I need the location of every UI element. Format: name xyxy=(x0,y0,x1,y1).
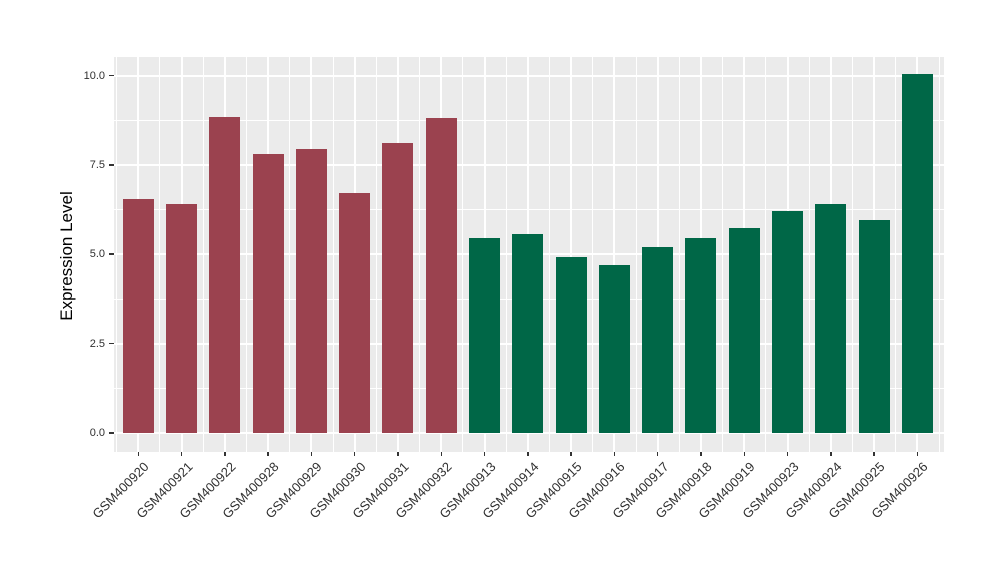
bar-GSM400925 xyxy=(858,220,890,433)
x-tick-mark xyxy=(527,452,529,456)
x-tick-mark xyxy=(397,452,399,456)
bar-GSM400929 xyxy=(295,148,327,433)
x-tick-mark xyxy=(873,452,875,456)
x-tick-mark xyxy=(656,452,659,456)
x-tick-label: GSM400926 xyxy=(868,459,931,522)
y-tick-label: 2.5 xyxy=(89,337,105,350)
major-gridline-v xyxy=(570,57,573,452)
bar-GSM400932 xyxy=(425,117,457,433)
x-tick-mark xyxy=(224,452,226,456)
x-tick-mark xyxy=(700,452,702,456)
x-tick-mark xyxy=(440,452,443,456)
major-gridline-h xyxy=(114,74,944,77)
x-tick-mark xyxy=(916,452,919,456)
bar-GSM400919 xyxy=(728,227,760,433)
y-tick-label: 0.0 xyxy=(89,427,105,439)
bar-GSM400926 xyxy=(901,74,933,433)
major-gridline-v xyxy=(613,57,616,452)
bar-GSM400918 xyxy=(685,237,717,433)
x-tick-mark xyxy=(353,452,356,456)
bar-GSM400923 xyxy=(772,210,804,433)
bar-GSM400915 xyxy=(555,256,587,433)
x-tick-mark xyxy=(570,452,572,456)
x-tick-mark xyxy=(786,452,789,456)
y-tick-mark xyxy=(109,253,114,255)
bar-GSM400916 xyxy=(598,265,630,433)
y-tick-mark xyxy=(109,74,114,77)
y-tick-mark xyxy=(109,342,114,345)
bar-GSM400920 xyxy=(122,199,154,433)
y-tick-mark xyxy=(109,164,114,166)
plot-panel xyxy=(114,57,944,452)
x-tick-label: GSM400929 xyxy=(262,459,326,522)
major-gridline-h xyxy=(114,164,944,167)
bar-GSM400921 xyxy=(166,204,198,433)
x-tick-mark xyxy=(180,452,183,456)
x-tick-label: GSM400920 xyxy=(89,459,152,522)
x-tick-mark xyxy=(310,452,313,456)
y-tick-label: 7.5 xyxy=(89,159,105,172)
bar-GSM400913 xyxy=(469,238,501,433)
bar-GSM400931 xyxy=(382,142,414,433)
major-gridline-h xyxy=(114,432,944,434)
x-tick-label: GSM400916 xyxy=(565,459,629,522)
bar-GSM400922 xyxy=(209,116,241,433)
x-tick-mark xyxy=(137,452,140,456)
y-tick-label: 5.0 xyxy=(89,248,105,261)
bar-GSM400930 xyxy=(339,192,371,433)
x-tick-label: GSM400932 xyxy=(392,459,455,522)
y-tick-label: 10.0 xyxy=(83,69,105,82)
x-tick-mark xyxy=(830,452,832,456)
x-tick-mark xyxy=(743,452,745,456)
bar-GSM400924 xyxy=(815,204,847,433)
minor-gridline-h xyxy=(114,119,944,121)
x-tick-mark xyxy=(613,452,616,456)
x-tick-mark xyxy=(267,452,269,456)
bar-GSM400928 xyxy=(252,154,284,433)
minor-gridline-h xyxy=(114,209,944,211)
x-tick-label: GSM400919 xyxy=(695,459,758,522)
y-tick-mark xyxy=(109,432,114,434)
bar-GSM400914 xyxy=(512,234,544,433)
bar-GSM400917 xyxy=(642,246,674,433)
x-tick-mark xyxy=(483,452,486,456)
